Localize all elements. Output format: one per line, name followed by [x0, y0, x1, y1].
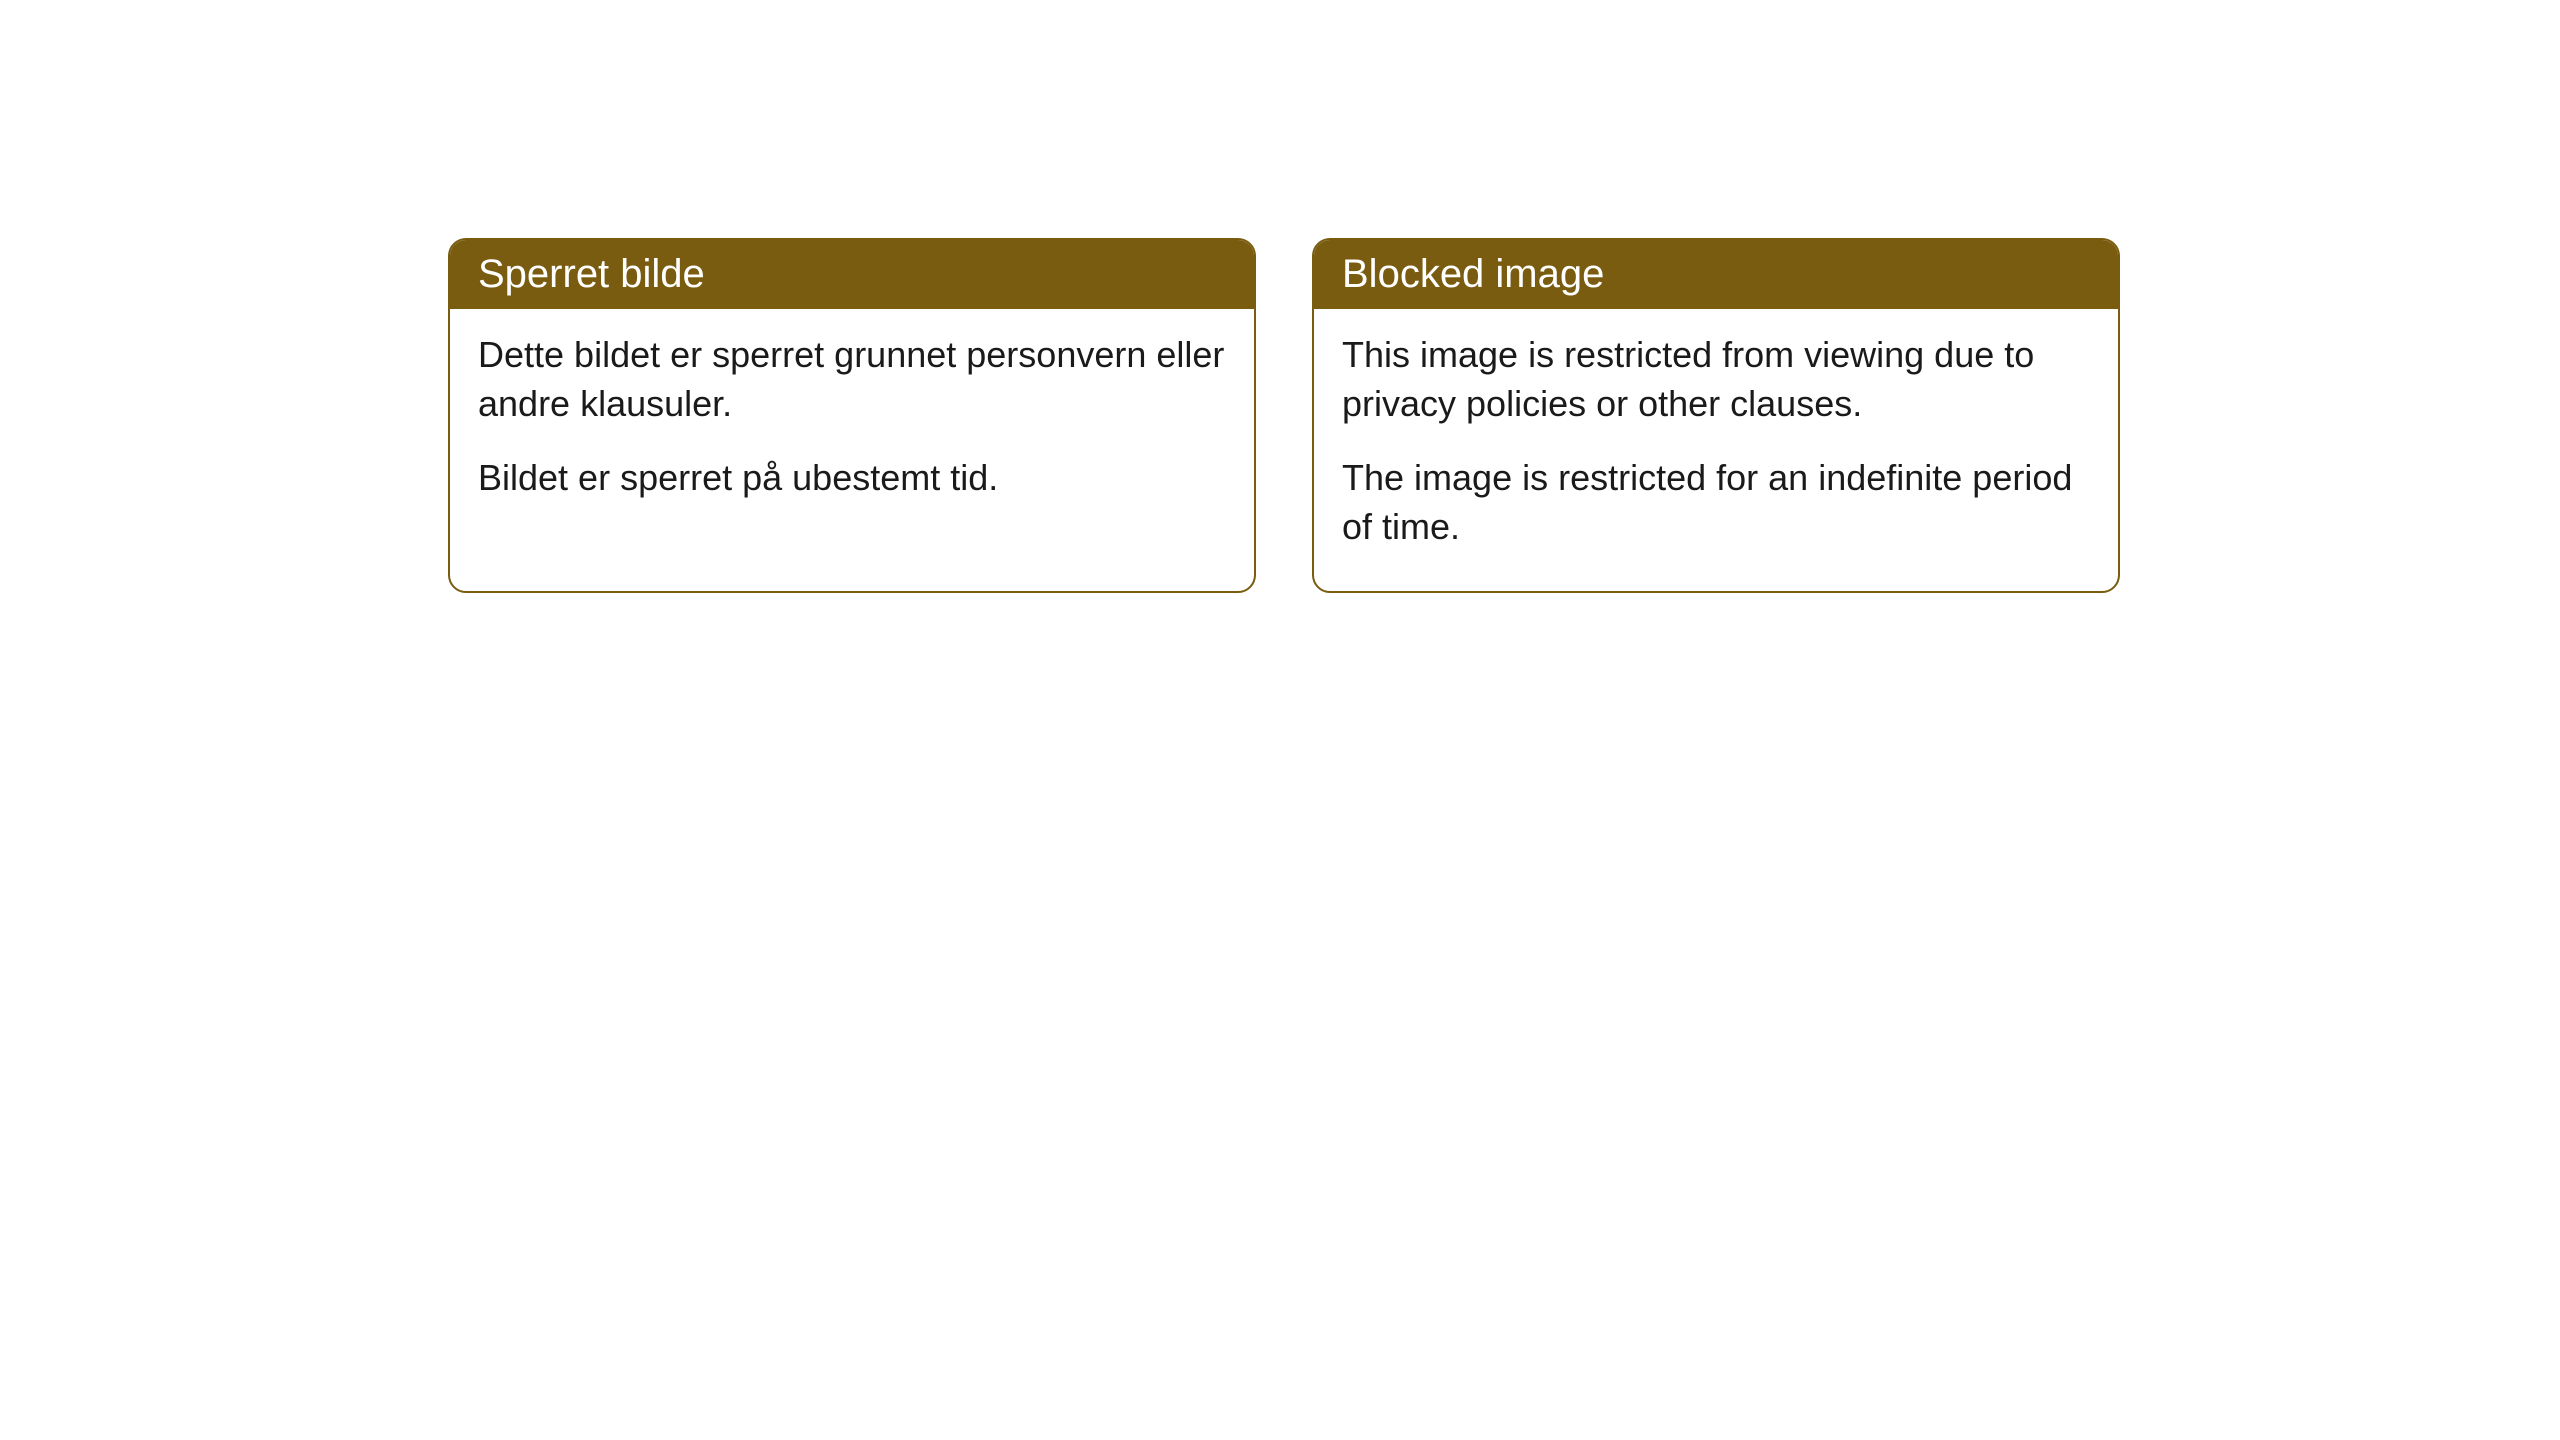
- card-body-english: This image is restricted from viewing du…: [1314, 309, 2118, 591]
- blocked-image-card-english: Blocked image This image is restricted f…: [1312, 238, 2120, 593]
- card-paragraph-1-norwegian: Dette bildet er sperret grunnet personve…: [478, 331, 1226, 428]
- card-body-norwegian: Dette bildet er sperret grunnet personve…: [450, 309, 1254, 543]
- card-header-english: Blocked image: [1314, 240, 2118, 309]
- card-paragraph-2-english: The image is restricted for an indefinit…: [1342, 454, 2090, 551]
- card-paragraph-2-norwegian: Bildet er sperret på ubestemt tid.: [478, 454, 1226, 503]
- cards-container: Sperret bilde Dette bildet er sperret gr…: [0, 0, 2560, 593]
- card-header-norwegian: Sperret bilde: [450, 240, 1254, 309]
- card-paragraph-1-english: This image is restricted from viewing du…: [1342, 331, 2090, 428]
- blocked-image-card-norwegian: Sperret bilde Dette bildet er sperret gr…: [448, 238, 1256, 593]
